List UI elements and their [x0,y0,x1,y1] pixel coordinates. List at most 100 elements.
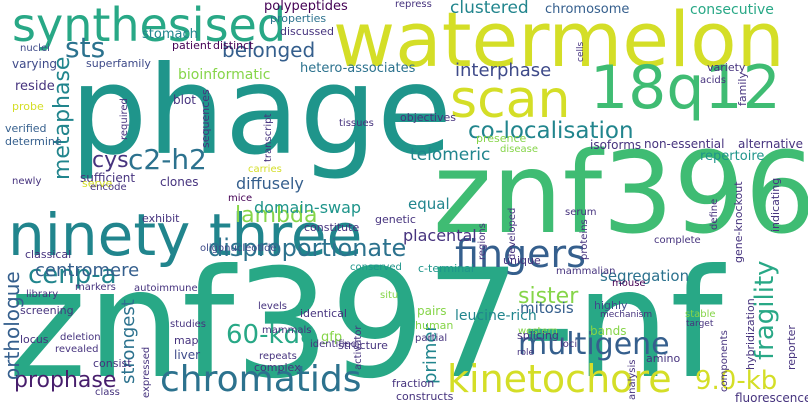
word-complex: complex [254,361,301,374]
word-chromatids: chromatids [160,359,362,400]
word-centromere: centromere [35,260,140,281]
word-kda60: 60-kda [226,320,316,350]
word-hetero-associates: hetero-associates [300,61,416,76]
word-superfamily: superfamily [86,57,151,70]
word-nuclei: nuclei [20,43,50,54]
word-watermelon: watermelon [333,0,785,84]
word-equal: equal [408,195,450,213]
word-varying: varying [12,57,58,71]
word-constitute: constitute [304,221,360,234]
word-serve: serve [82,177,113,190]
word-znf396: znf396 [433,129,808,259]
word-discussed: discussed [280,25,335,38]
word-blot: blot [173,93,196,107]
word-class: class [95,387,120,398]
word-cenp-a: cenp-a [28,260,117,290]
word-verified: verified [5,122,47,135]
word-mammals: mammals [262,325,312,336]
word-structure: structure [338,339,388,352]
word-properties: properties [270,12,327,25]
word-mitosis: mitosis [520,299,574,317]
word-mice: mice [228,193,253,204]
word-distinct: distinct [213,39,254,52]
word-newly: newly [12,176,42,187]
word-belonged: belonged [222,38,316,62]
word-repress: repress [395,0,432,10]
word-reside: reside [15,79,55,94]
word-polypeptides: polypeptides [264,0,348,14]
word-determine: determine [5,135,62,148]
word-deletion: deletion [60,332,101,343]
word-components: components [719,330,730,392]
word-hybridization: hybridization [744,298,757,370]
word-presence: presence [476,132,527,145]
word-clones: clones [160,175,199,189]
word-interphase: interphase [455,60,552,81]
word-markers: markers [75,282,116,293]
word-acids: acids [700,75,726,86]
word-scan: scan [450,70,571,130]
word-alternative: alternative [738,137,803,151]
word-liver: liver [174,348,201,362]
word-mechanism: mechanism [600,310,653,320]
word-identified: identified [310,339,358,350]
word-segregation: segregation [600,267,690,285]
word-unique: unique [503,254,541,267]
word-leucine-rich: leucine-rich [455,308,537,324]
word-human: human [415,319,454,332]
word-mouse: mouse [612,278,646,289]
word-map: map [174,334,199,347]
word-partial: partial [415,333,448,344]
word-chromosome: chromosome [545,2,630,17]
word-co-localisation: co-localisation [468,118,634,144]
word-cells: cells [576,41,586,62]
word-objectives: objectives [400,111,456,124]
word-studies: studies [170,319,206,330]
word-kb90: 9.0-kb [695,366,778,396]
word-mammalian: mammalian [556,266,616,277]
word-autoimmune: autoimmune [134,283,198,294]
word-loci: loci [560,339,578,350]
word-complete: complete [654,235,701,246]
word-levels: levels [258,301,287,312]
word-tissues: tissues [339,118,374,129]
word-role: role [517,348,535,358]
word-revealed: revealed [55,344,99,355]
word-placental: placental [403,226,477,245]
word-cys: cys [92,148,129,173]
word-bands: bands [590,324,627,338]
word-domain-swap: domain-swap [254,198,362,217]
word-family: family [736,72,749,106]
word-sts: sts [65,31,106,64]
word-genetic: genetic [375,213,416,226]
word-highly: highly [594,299,628,312]
word-carries: carries [248,164,282,175]
word-phage: phage [70,40,453,182]
word-18q12: 18q12 [590,53,781,123]
word-reporter: reporter [785,325,798,370]
word-multigene: multigene [518,327,670,362]
word-variety: variety [707,61,746,74]
word-conserved: conserved [350,262,402,273]
word-expressed: expressed [141,346,152,398]
word-isoforms: isoforms [590,138,642,152]
word-identical: identical [300,307,347,320]
word-classical: classical [25,248,72,261]
word-library: library [26,289,59,300]
word-probe: probe [12,100,44,113]
word-exhibit: exhibit [142,212,180,225]
word-telomeric: telomeric [410,145,491,165]
word-proteins: proteins [579,219,590,260]
word-diffusely: diffusely [236,174,304,193]
word-activator: activator [353,325,364,370]
word-metaphase: metaphase [50,56,75,180]
word-locus: locus [20,333,49,346]
word-disease: disease [500,144,538,155]
word-orthologue: orthologue [0,271,24,380]
word-fingers: fingers [455,232,586,276]
word-stomach: stomach [142,27,198,42]
word-define: define [709,198,720,230]
word-pairs: pairs [417,304,447,318]
word-strongest: strongest [118,299,139,384]
